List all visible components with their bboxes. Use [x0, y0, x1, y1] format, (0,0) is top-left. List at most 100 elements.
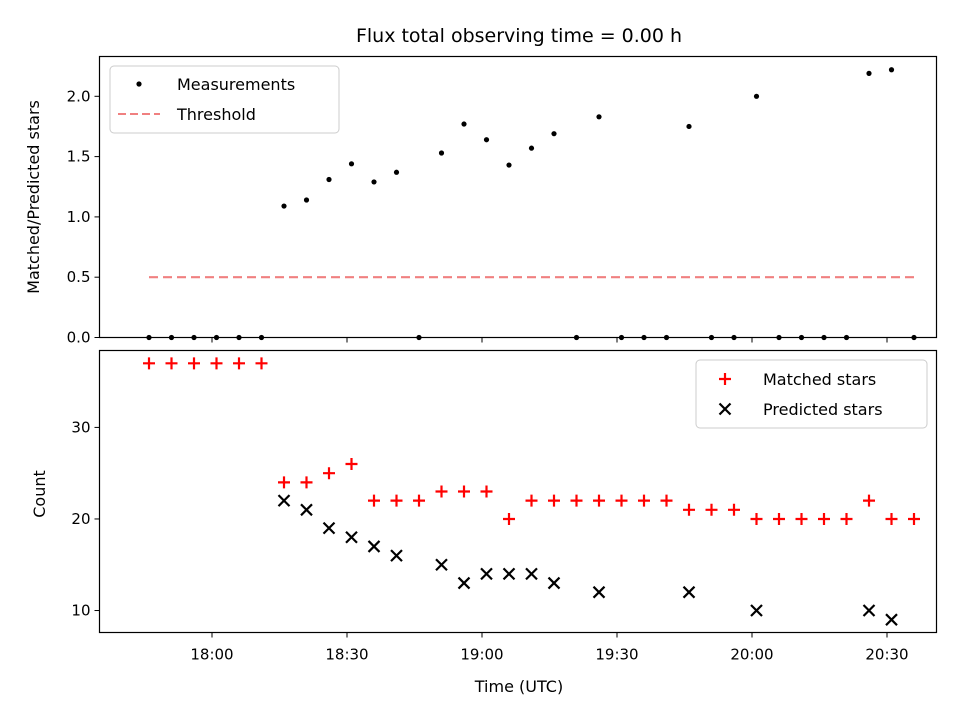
matched-star-point: [435, 485, 448, 498]
top-y-tick-label: 0.5: [67, 268, 91, 286]
measurement-point: [483, 137, 490, 143]
matched-star-point: [638, 494, 650, 507]
matched-star-point: [300, 476, 313, 489]
legend-marker-predicted: [718, 402, 732, 416]
legend-marker-matched: [719, 373, 731, 385]
top-y-axis-label: Matched/Predicted stars: [24, 100, 43, 294]
predicted-star-point: [885, 613, 898, 626]
measurement-point: [438, 150, 445, 156]
matched-star-point: [525, 494, 538, 507]
predicted-star-point: [345, 531, 358, 544]
bottom-legend-box: [695, 359, 928, 429]
matched-star-point: [390, 494, 403, 507]
top-plot-frame: [98, 55, 938, 339]
measurement-point: [461, 121, 467, 127]
matched-star-point: [165, 357, 178, 370]
matched-star-point: [615, 494, 628, 507]
measurement-point: [888, 67, 895, 73]
measurement-point: [393, 169, 400, 175]
matched-star-point: [345, 458, 358, 471]
measurement-point: [596, 114, 602, 120]
measurement-point: [371, 179, 377, 185]
matched-star-point: [705, 503, 718, 516]
chart-title: Flux total observing time = 0.00 h: [356, 25, 682, 47]
measurement-point: [866, 70, 872, 76]
x-tick-label: 18:00: [190, 646, 233, 664]
predicted-star-point: [390, 549, 403, 562]
predicted-star-point: [322, 521, 336, 535]
legend-marker-measurements: [136, 81, 142, 87]
top-legend: Measurements Threshold: [109, 65, 340, 134]
predicted-star-point: [547, 576, 561, 590]
matched-star-point: [773, 512, 785, 525]
top-legend-box: [109, 65, 340, 134]
top-y-tick-label: 1.0: [67, 208, 91, 226]
matched-star-point: [503, 512, 515, 525]
predicted-star-point: [277, 494, 291, 507]
matched-star-point: [660, 494, 673, 507]
bottom-y-tick-label: 10: [71, 602, 90, 620]
predicted-star-point: [435, 558, 448, 572]
matched-star-point: [570, 494, 583, 507]
measurement-point: [753, 93, 760, 99]
top-y-tick-label: 2.0: [67, 87, 91, 105]
measurement-point: [326, 176, 332, 183]
x-tick-label: 18:30: [325, 646, 368, 664]
bottom-plot-marks: [143, 357, 920, 626]
measurement-point: [281, 203, 287, 209]
matched-star-point: [885, 512, 898, 525]
legend-label-matched: Matched stars: [763, 370, 876, 389]
x-tick-label: 19:30: [595, 646, 638, 664]
predicted-star-point: [682, 585, 696, 599]
matched-star-point: [818, 512, 830, 525]
legend-label-measurements: Measurements: [177, 75, 295, 94]
legend-label-predicted: Predicted stars: [763, 400, 883, 419]
x-tick-label: 20:00: [730, 646, 773, 664]
measurement-point: [506, 162, 512, 168]
measurement-point: [528, 145, 535, 151]
x-axis-label: Time (UTC): [474, 677, 563, 696]
predicted-star-point: [502, 567, 516, 581]
legend-label-threshold: Threshold: [176, 105, 256, 124]
matched-star-point: [278, 476, 290, 489]
predicted-star-point: [592, 585, 606, 599]
measurement-point: [551, 131, 557, 137]
matched-star-point: [795, 512, 808, 525]
bottom-y-axis-label: Count: [30, 470, 49, 518]
bottom-y-tick-label: 20: [71, 510, 90, 528]
matched-star-point: [480, 485, 493, 498]
bottom-axis-ticks: 10 20 30 18:00 18:30 19:00 19:30 20:00 20:30: [71, 418, 908, 663]
matched-star-point: [683, 503, 695, 516]
matched-star-point: [458, 485, 470, 498]
matched-star-point: [368, 494, 380, 507]
matched-star-point: [255, 357, 268, 370]
matched-star-point: [413, 494, 425, 507]
predicted-star-point: [457, 576, 471, 590]
bottom-y-tick-label: 30: [71, 418, 90, 436]
predicted-star-point: [750, 604, 763, 617]
predicted-star-point: [367, 540, 381, 553]
bottom-legend: Matched stars Predicted stars: [695, 359, 928, 429]
matched-star-point: [188, 357, 200, 370]
matched-star-point: [210, 357, 223, 370]
matched-star-point: [728, 503, 740, 516]
x-tick-label: 19:00: [460, 646, 503, 664]
measurement-point: [303, 197, 310, 203]
matched-star-point: [233, 357, 245, 370]
matched-star-point: [750, 512, 763, 525]
predicted-star-point: [862, 604, 876, 617]
top-y-tick-label: 1.5: [67, 148, 91, 166]
measurement-point: [348, 161, 355, 167]
matched-star-point: [548, 494, 560, 507]
matched-star-point: [908, 512, 920, 525]
predicted-star-point: [480, 567, 493, 581]
x-tick-label: 20:30: [865, 646, 908, 664]
matched-star-point: [143, 357, 155, 370]
matched-star-point: [863, 494, 875, 507]
top-axis-ticks: 0.0 0.5 1.0 1.5 2.0: [67, 87, 888, 347]
top-y-tick-label: 0.0: [67, 329, 91, 347]
matched-star-point: [840, 512, 853, 525]
predicted-star-point: [300, 503, 313, 517]
matched-star-point: [593, 494, 605, 507]
